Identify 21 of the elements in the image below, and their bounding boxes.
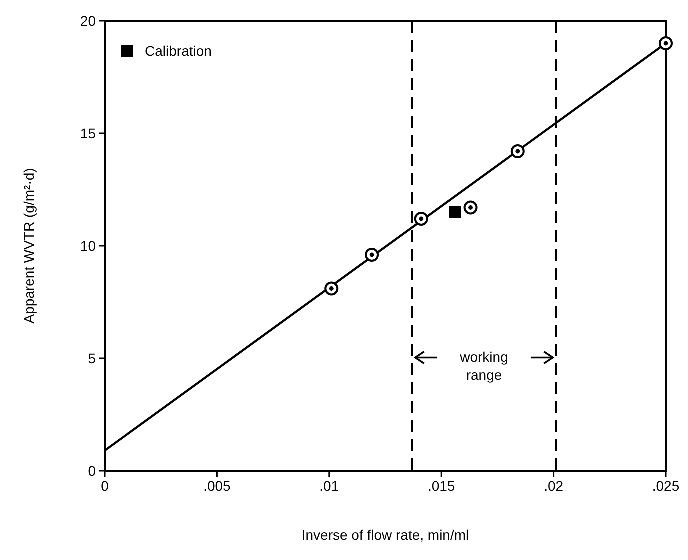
point <box>365 248 380 262</box>
y-tick-label: 10 <box>80 238 96 254</box>
x-tick-label: .015 <box>428 478 456 494</box>
legend-label: Calibration <box>145 42 212 59</box>
x-tick-label: .02 <box>544 478 564 494</box>
x-tick-label: .025 <box>652 478 680 494</box>
annotation: working range <box>459 348 508 383</box>
y-tick-label: 0 <box>88 462 96 479</box>
y-tick-label: 20 <box>80 12 96 29</box>
y-axis-title: Apparent WVTR (g/m²·d) <box>21 168 37 324</box>
y-tick-label: 15 <box>80 125 96 142</box>
point <box>464 200 478 215</box>
point <box>510 144 525 158</box>
point <box>449 206 462 218</box>
point <box>324 282 339 296</box>
x-tick-label: .005 <box>204 478 232 494</box>
point <box>414 212 428 226</box>
x-tick-label: 0 <box>101 478 110 494</box>
y-tick-label: 5 <box>88 350 96 366</box>
x-tick-label: .01 <box>320 478 340 494</box>
x-axis-title: Inverse of flow rate, min/ml <box>302 527 470 543</box>
